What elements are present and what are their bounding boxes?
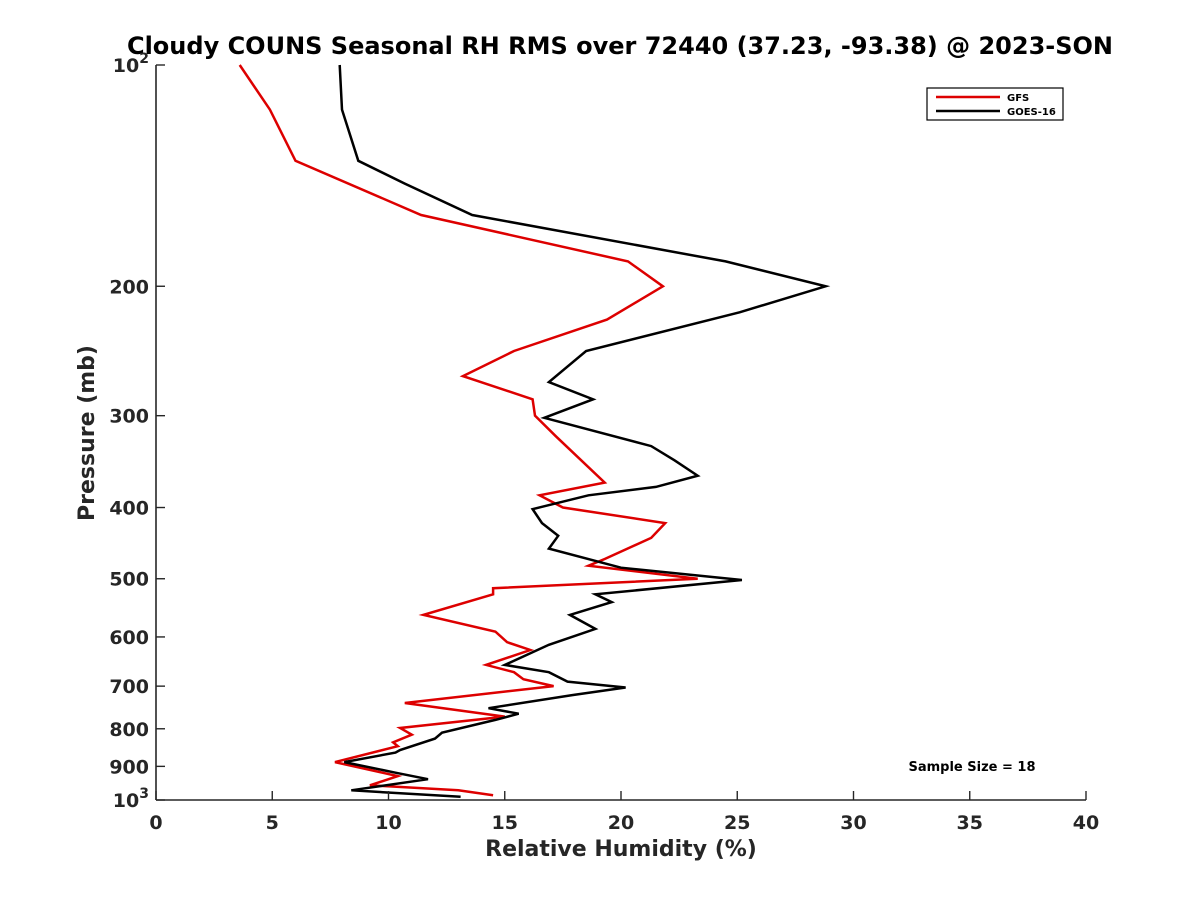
y-tick-label: 400 [109,498,149,520]
axes-layer [155,65,1086,801]
y-ticks: 200 300 400 500 600 700 800 900 102 103 [109,51,165,812]
y-tick-label: 300 [109,406,149,428]
y-tick-label: 600 [109,627,149,649]
y-tick-label: 500 [109,569,149,591]
y-tick-label-top: 102 [113,51,149,77]
x-ticks: 0 5 10 15 20 25 30 35 40 [149,791,1099,834]
legend-label-goes16: GOES-16 [1007,107,1056,118]
x-tick-label: 15 [492,812,518,834]
series-line-gfs [238,64,698,797]
x-tick-label: 10 [375,812,401,834]
series-line-goes16 [338,64,831,799]
y-axis-label: Pressure (mb) [75,345,100,521]
x-tick-label: 30 [840,812,866,834]
x-tick-label: 35 [957,812,983,834]
y-tick-label: 700 [109,676,149,698]
x-tick-label: 20 [608,812,634,834]
x-axis-label: Relative Humidity (%) [485,837,757,862]
legend-label-gfs: GFS [1007,93,1029,104]
legend-box [926,87,1064,121]
y-tick-label: 200 [109,276,149,298]
x-tick-label: 5 [266,812,279,834]
legend: GFS GOES-16 [926,87,1064,121]
chart-title: Cloudy COUNS Seasonal RH RMS over 72440 … [127,32,1113,60]
x-tick-label: 25 [724,812,750,834]
y-tick-label: 800 [109,719,149,741]
y-tick-label: 900 [109,756,149,778]
y-tick-label-bottom: 103 [113,786,149,812]
x-tick-label: 0 [149,812,162,834]
x-tick-label: 40 [1073,812,1099,834]
sample-size-annotation: Sample Size = 18 [908,760,1035,775]
series-layer [238,64,831,799]
